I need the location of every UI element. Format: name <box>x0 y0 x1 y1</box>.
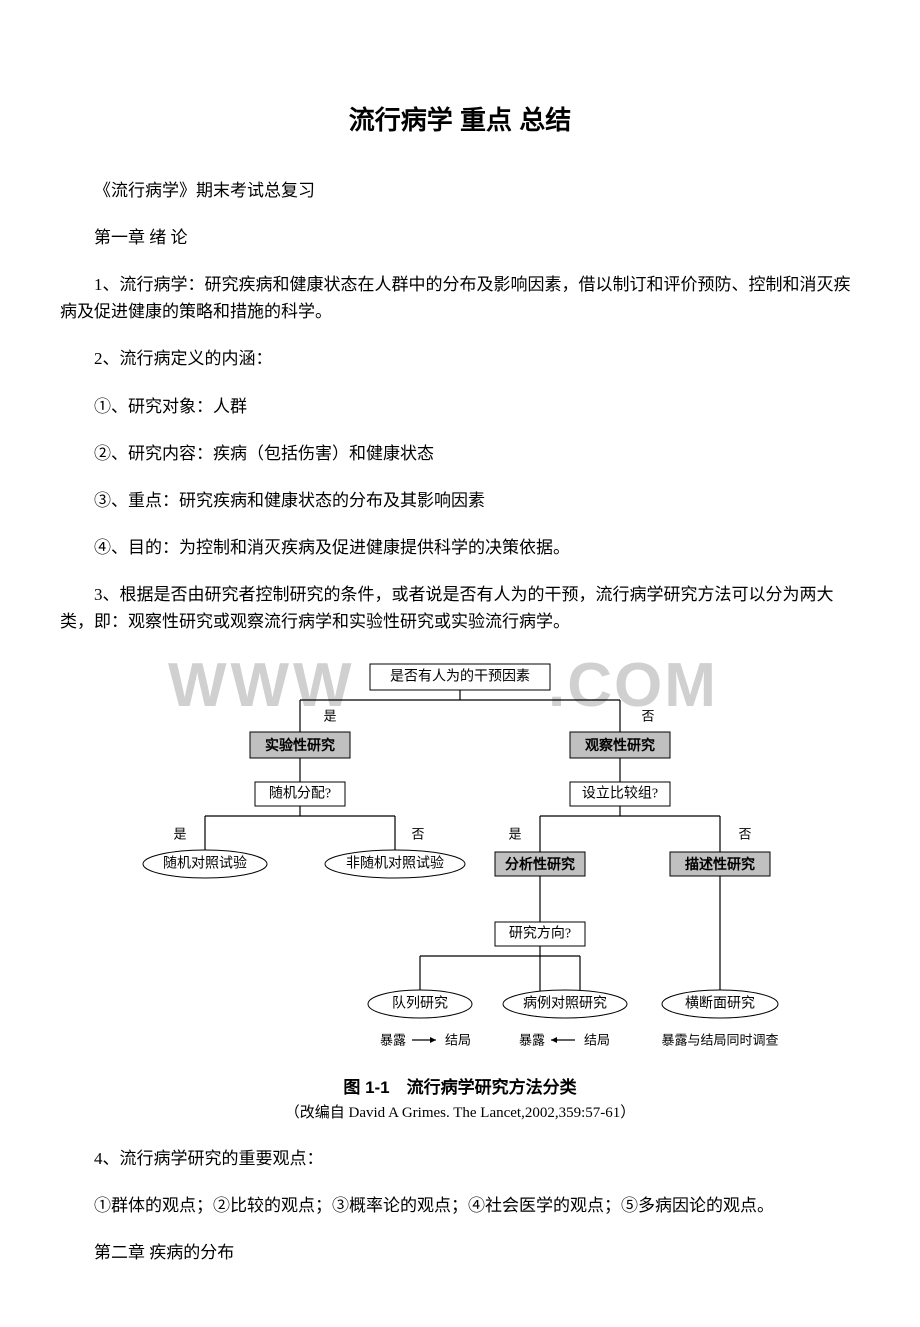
page-title: 流行病学 重点 总结 <box>60 100 860 142</box>
label-exposure-2: 暴露 <box>519 1032 545 1047</box>
label-no-2: 否 <box>411 826 424 841</box>
viewpoints-list: ①群体的观点；②比较的观点；③概率论的观点；④社会医学的观点；⑤多病因论的观点。 <box>60 1192 860 1219</box>
flowchart-svg: WWW .COM 是否有人为的干预因素 是 否 实验性研究 观察性研究 随机分配… <box>120 656 800 1056</box>
item-2: ②、研究内容：疾病（包括伤害）和健康状态 <box>60 440 860 467</box>
flowchart-container: WWW .COM 是否有人为的干预因素 是 否 实验性研究 观察性研究 随机分配… <box>60 656 860 1125</box>
node-direction-q: 研究方向? <box>509 925 571 941</box>
node-experimental: 实验性研究 <box>265 737 335 753</box>
node-analytic: 分析性研究 <box>505 856 575 872</box>
classification-intro: 3、根据是否由研究者控制研究的条件，或者说是否有人为的干预，流行病学研究方法可以… <box>60 581 860 635</box>
node-compare-q: 设立比较组? <box>582 785 658 801</box>
label-no-3: 否 <box>738 826 751 841</box>
node-cohort: 队列研究 <box>392 995 448 1011</box>
label-outcome-2: 结局 <box>584 1032 610 1047</box>
item-4: ④、目的：为控制和消灭疾病及促进健康提供科学的决策依据。 <box>60 534 860 561</box>
label-outcome-1: 结局 <box>445 1032 471 1047</box>
item-3: ③、重点：研究疾病和健康状态的分布及其影响因素 <box>60 487 860 514</box>
label-simultaneous: 暴露与结局同时调查 <box>661 1032 778 1047</box>
node-random-q: 随机分配? <box>269 785 331 801</box>
intro-line: 《流行病学》期末考试总复习 <box>60 177 860 204</box>
label-yes-1: 是 <box>323 708 336 723</box>
label-yes-3: 是 <box>508 826 521 841</box>
label-yes-2: 是 <box>173 826 186 841</box>
figure-caption: 图 1-1 流行病学研究方法分类 <box>60 1074 860 1101</box>
chapter-1-heading: 第一章 绪 论 <box>60 224 860 251</box>
label-exposure-1: 暴露 <box>380 1032 406 1047</box>
node-rct: 随机对照试验 <box>163 855 247 871</box>
node-descriptive: 描述性研究 <box>685 856 755 872</box>
chapter-2-heading: 第二章 疾病的分布 <box>60 1239 860 1266</box>
node-nrct: 非随机对照试验 <box>346 855 444 871</box>
item-1: ①、研究对象：人群 <box>60 393 860 420</box>
connotation-heading: 2、流行病定义的内涵： <box>60 345 860 372</box>
node-casecontrol: 病例对照研究 <box>523 995 607 1011</box>
label-no-1: 否 <box>641 708 654 723</box>
viewpoints-heading: 4、流行病学研究的重要观点： <box>60 1145 860 1172</box>
node-crosssec: 横断面研究 <box>685 995 755 1011</box>
definition: 1、流行病学：研究疾病和健康状态在人群中的分布及影响因素，借以制订和评价预防、控… <box>60 271 860 325</box>
node-observational: 观察性研究 <box>585 737 655 753</box>
node-root: 是否有人为的干预因素 <box>390 668 530 684</box>
figure-subcaption: （改编自 David A Grimes. The Lancet,2002,359… <box>60 1101 860 1125</box>
watermark-right: .COM <box>548 656 718 720</box>
